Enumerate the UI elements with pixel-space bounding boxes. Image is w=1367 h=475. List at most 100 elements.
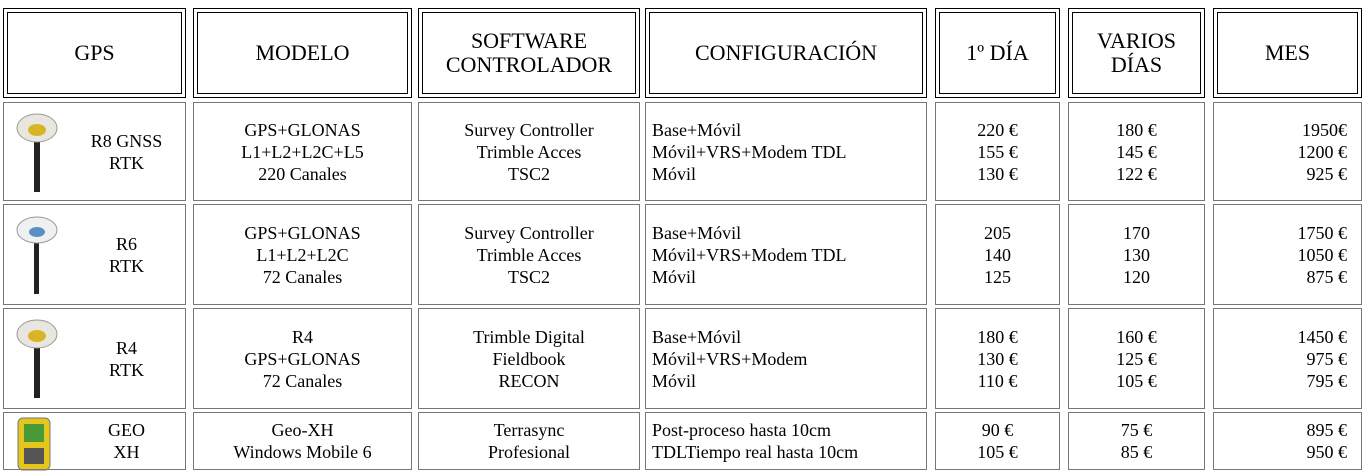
table-cell: 90 €105 € xyxy=(935,412,1060,470)
table-cell: GEO XH xyxy=(3,412,186,470)
cell-text: Trimble Acces xyxy=(476,244,582,265)
cell-text: Fieldbook xyxy=(492,348,566,369)
handheld-icon xyxy=(17,417,51,471)
cell-text: GEO xyxy=(108,420,145,440)
header-cell: SOFTWARE CONTROLADOR xyxy=(418,8,640,98)
cell-text: Trimble Digital xyxy=(473,326,585,347)
cell-text: R8 GNSS xyxy=(90,130,163,151)
table-cell: 180 €145 €122 € xyxy=(1068,102,1205,201)
cell-text: XH xyxy=(113,442,140,462)
cell-text: TSC2 xyxy=(507,266,550,287)
table-cell: 220 €155 €130 € xyxy=(935,102,1060,201)
cell-text: 950 € xyxy=(1306,442,1348,462)
gps-icon xyxy=(16,319,58,398)
header-cell: VARIOS DÍAS xyxy=(1068,8,1205,98)
cell-text: 130 € xyxy=(977,348,1018,369)
header-text: CONFIGURACIÓN xyxy=(694,40,878,65)
header-text: 1º DÍA xyxy=(966,40,1029,65)
cell-text: 105 € xyxy=(977,442,1018,462)
table-cell: Survey Controller Trimble Acces TSC2 xyxy=(418,102,640,201)
table-cell: R4 RTK xyxy=(3,308,186,409)
cell-text: RECON xyxy=(498,370,560,391)
cell-text: Trimble Acces xyxy=(476,141,582,162)
gps-icon xyxy=(16,113,58,192)
table-cell: Terrasync Profesional xyxy=(418,412,640,470)
cell-text: 795 € xyxy=(1306,370,1348,391)
header-text: SOFTWARE xyxy=(470,28,588,53)
table-cell: Survey Controller Trimble Acces TSC2 xyxy=(418,204,640,305)
table-cell: 1750 €1050 €875 € xyxy=(1213,204,1362,305)
table-cell: 160 €125 €105 € xyxy=(1068,308,1205,409)
table-cell: 1450 €975 €795 € xyxy=(1213,308,1362,409)
cell-text: RTK xyxy=(109,152,144,173)
gps-icon xyxy=(16,216,58,294)
cell-text: R4 xyxy=(291,326,313,347)
table-cell: GPS+GLONAS L1+L2+L2C 72 Canales xyxy=(193,204,412,305)
cell-text: 170 xyxy=(1123,222,1150,243)
cell-text: Post-proceso hasta 10cm xyxy=(652,420,831,440)
table-cell: Base+Móvil Móvil+VRS+Modem TDL Móvil xyxy=(645,102,927,201)
cell-text: Móvil+VRS+Modem TDL xyxy=(652,141,847,162)
cell-text: 140 xyxy=(984,244,1011,265)
cell-text: 975 € xyxy=(1306,348,1348,369)
cell-text: 105 € xyxy=(1116,370,1157,391)
table-cell: R6 RTK xyxy=(3,204,186,305)
table-cell: Post-proceso hasta 10cm TDLTiempo real ha… xyxy=(645,412,927,470)
cell-text: 90 € xyxy=(981,420,1014,440)
cell-text: RTK xyxy=(109,255,144,276)
cell-text: 72 Canales xyxy=(262,370,343,391)
header-text: GPS xyxy=(74,40,115,65)
header-cell: MES xyxy=(1213,8,1362,98)
cell-text: Móvil xyxy=(652,370,697,391)
cell-text: 160 € xyxy=(1116,326,1157,347)
table-cell: 170 130 120 xyxy=(1068,204,1205,305)
cell-text: 180 € xyxy=(977,326,1018,347)
cell-text: 895 € xyxy=(1306,420,1348,440)
cell-text: Móvil xyxy=(652,163,697,184)
cell-text: 925 € xyxy=(1306,163,1348,184)
cell-text: TSC2 xyxy=(507,163,550,184)
table-cell: 180 €130 €110 € xyxy=(935,308,1060,409)
cell-text: GPS+GLONAS xyxy=(244,119,361,140)
cell-text: 1050 € xyxy=(1297,244,1348,265)
cell-text: Geo-XH xyxy=(271,420,334,440)
cell-text: 875 € xyxy=(1306,266,1348,287)
cell-text: Base+Móvil xyxy=(652,119,742,140)
table-cell: R8 GNSS RTK xyxy=(3,102,186,201)
header-cell: CONFIGURACIÓN xyxy=(645,8,927,98)
header-cell: GPS xyxy=(3,8,186,98)
cell-text: Windows Mobile 6 xyxy=(233,442,372,462)
cell-text: Móvil+VRS+Modem xyxy=(652,348,808,369)
cell-text: RTK xyxy=(109,359,144,380)
cell-text: GPS+GLONAS xyxy=(244,348,361,369)
header-cell: MODELO xyxy=(193,8,412,98)
header-text: MODELO xyxy=(255,40,350,65)
cell-text: 130 € xyxy=(977,163,1018,184)
table-cell: 205 140 125 xyxy=(935,204,1060,305)
table-cell: 1950€ 1200 €925 € xyxy=(1213,102,1362,201)
cell-text: GPS+GLONAS xyxy=(244,222,361,243)
header-text: CONTROLADOR xyxy=(445,52,613,77)
header-text: VARIOS xyxy=(1096,28,1177,53)
cell-text: 220 € xyxy=(977,119,1018,140)
header-cell: 1º DÍA xyxy=(935,8,1060,98)
table-cell: R4 GPS+GLONAS 72 Canales xyxy=(193,308,412,409)
cell-text: Survey Controller xyxy=(464,222,594,243)
cell-text: 125 xyxy=(984,266,1011,287)
cell-text: 180 € xyxy=(1116,119,1157,140)
table-cell: 895 €950 € xyxy=(1213,412,1362,470)
cell-text: 125 € xyxy=(1116,348,1157,369)
cell-text: 122 € xyxy=(1116,163,1157,184)
cell-text: Base+Móvil xyxy=(652,326,742,347)
cell-text: 72 Canales xyxy=(262,266,343,287)
cell-text: 1750 € xyxy=(1297,222,1348,243)
cell-text: 110 € xyxy=(977,370,1018,391)
header-text: DÍAS xyxy=(1110,52,1163,77)
table-cell: Trimble Digital Fieldbook RECON xyxy=(418,308,640,409)
cell-text: 75 € xyxy=(1120,420,1153,440)
cell-text: 1950€ xyxy=(1302,119,1347,140)
cell-text: Móvil+VRS+Modem TDL xyxy=(652,244,847,265)
table-cell: Base+Móvil Móvil+VRS+Modem Móvil xyxy=(645,308,927,409)
cell-text: Terrasync xyxy=(493,420,565,440)
cell-text: 130 xyxy=(1123,244,1150,265)
